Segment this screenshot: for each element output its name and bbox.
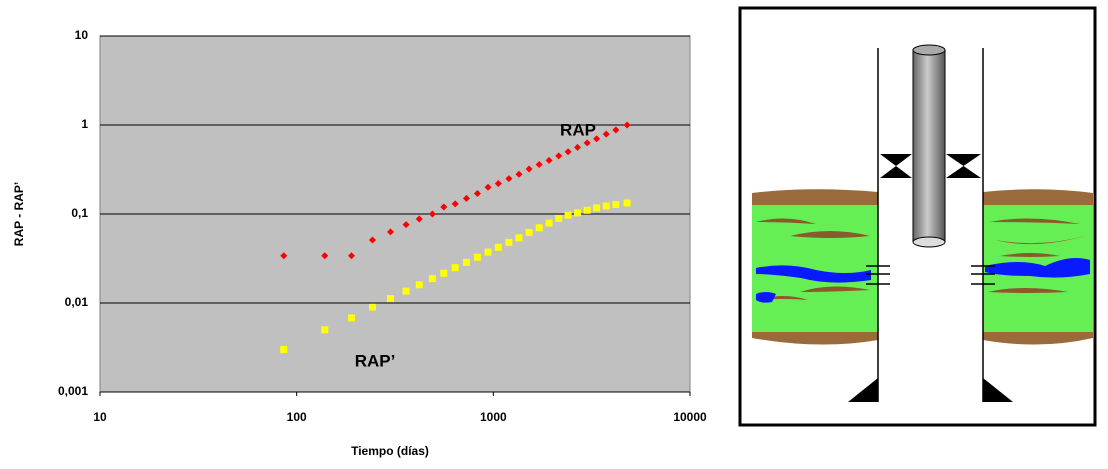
point (484, 183, 492, 191)
y-tick-label: 10 (75, 28, 89, 42)
point (440, 203, 448, 211)
x-tick-label: 10000 (673, 410, 707, 424)
point (387, 295, 395, 303)
point (280, 346, 288, 354)
point (473, 189, 481, 197)
point (515, 170, 523, 178)
y-tick-label: 1 (81, 117, 88, 131)
point (321, 252, 329, 260)
point (415, 215, 423, 223)
point (545, 156, 553, 164)
point (515, 234, 523, 242)
point (555, 215, 563, 223)
y-tick-label: 0,1 (71, 206, 88, 220)
point (451, 264, 459, 272)
point (347, 252, 355, 260)
annotation: RAP’ (355, 351, 396, 370)
point (369, 236, 377, 244)
point (545, 219, 553, 227)
point (612, 200, 620, 208)
point (402, 221, 410, 229)
y-tick-label: 0,001 (58, 384, 88, 398)
shoe (848, 378, 878, 402)
packer (946, 154, 981, 178)
point (440, 269, 448, 277)
shoe (983, 378, 1013, 402)
well-diagram (738, 6, 1097, 427)
point (612, 126, 620, 134)
point (593, 135, 601, 143)
stratum (752, 308, 878, 332)
water (756, 258, 1090, 303)
point (525, 228, 533, 236)
y-axis-label: RAP - RAP’ (12, 182, 26, 246)
tubing-top (912, 44, 946, 56)
point (462, 258, 470, 266)
point (525, 165, 533, 173)
point (602, 130, 610, 138)
x-tick-label: 100 (287, 410, 307, 424)
annotation: RAP (560, 120, 596, 139)
point (473, 253, 481, 261)
point (387, 228, 395, 236)
point (593, 204, 601, 212)
point (505, 175, 513, 183)
point (321, 326, 329, 334)
x-tick-label: 1000 (480, 410, 507, 424)
x-tick-label: 10 (93, 410, 107, 424)
point (415, 281, 423, 289)
x-axis-label: Tiempo (días) (351, 444, 429, 458)
point (623, 199, 631, 207)
point (574, 143, 582, 151)
tubing (912, 49, 946, 243)
stratum (983, 308, 1093, 332)
point (583, 206, 591, 214)
point (623, 121, 631, 129)
point (347, 314, 355, 322)
point (369, 303, 377, 311)
point (402, 287, 410, 295)
point (535, 160, 543, 168)
point (564, 211, 572, 219)
point (505, 238, 513, 246)
point (451, 200, 459, 208)
y-tick-label: 0,01 (65, 295, 89, 309)
point (494, 180, 502, 188)
point (462, 194, 470, 202)
point (484, 248, 492, 256)
point (428, 275, 436, 283)
point (494, 243, 502, 251)
point (574, 209, 582, 217)
point (535, 224, 543, 232)
point (280, 252, 288, 260)
perforations (866, 265, 995, 285)
point (602, 202, 610, 210)
point (555, 152, 563, 160)
packer (880, 154, 912, 178)
point (583, 139, 591, 147)
point (428, 210, 436, 218)
shale-streaks (756, 218, 1085, 300)
tubing-bottom (912, 236, 946, 248)
point (564, 148, 572, 156)
